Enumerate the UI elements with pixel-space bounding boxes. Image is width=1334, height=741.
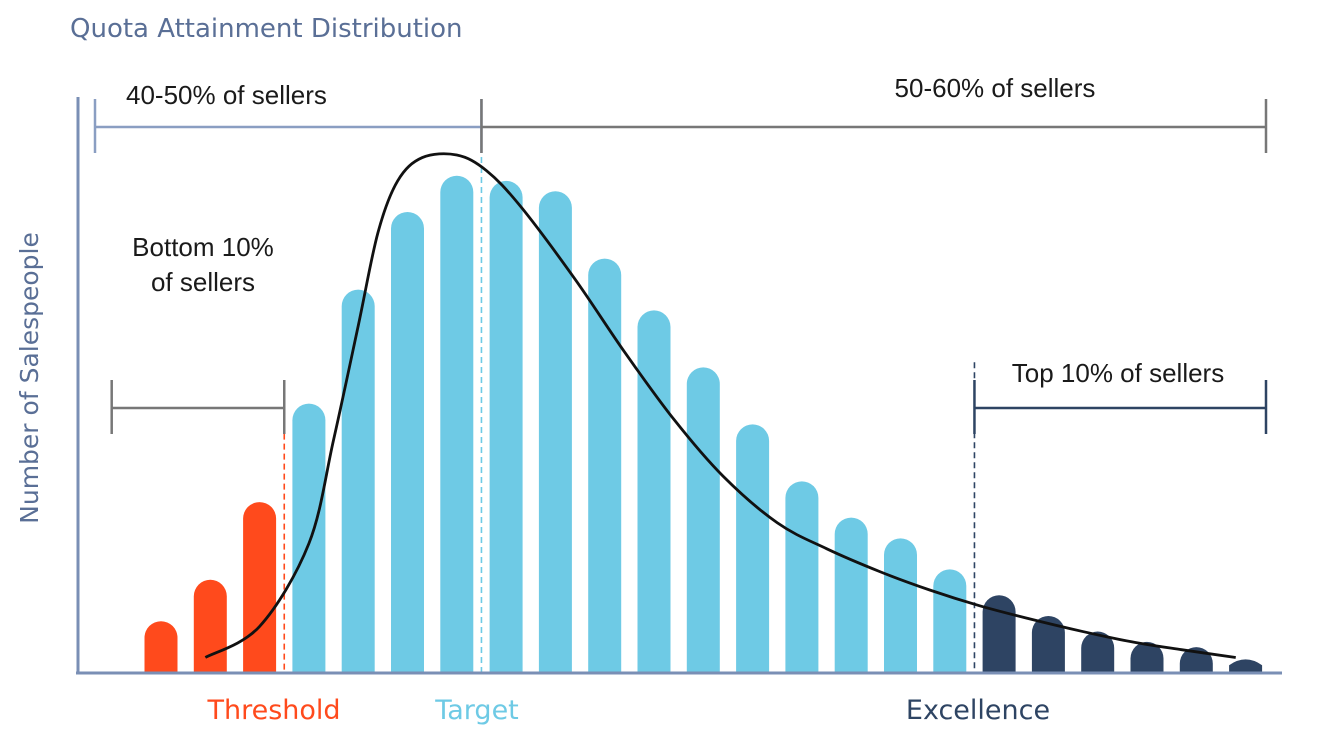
bar xyxy=(785,481,819,673)
bar xyxy=(292,403,326,673)
annotation-bracket xyxy=(480,99,1268,153)
bar xyxy=(1130,641,1164,673)
bar xyxy=(686,367,720,673)
annotation-brackets: 40-50% of sellers 50-60% of sellers Bottom… xyxy=(93,73,1268,434)
bar xyxy=(1229,659,1263,673)
bar xyxy=(834,517,868,673)
bar xyxy=(193,579,227,673)
label-threshold: Threshold xyxy=(206,695,340,726)
bar xyxy=(440,175,474,673)
bar xyxy=(489,180,523,673)
bar xyxy=(884,538,917,673)
annotation-label: of sellers xyxy=(151,267,255,297)
category-labels: Threshold Target Excellence xyxy=(206,695,1050,726)
bar xyxy=(1081,631,1115,673)
bar xyxy=(637,310,671,673)
bar xyxy=(144,621,178,673)
bar xyxy=(588,258,622,673)
bar xyxy=(391,211,424,674)
bar xyxy=(538,191,572,673)
annotation-bracket xyxy=(973,380,1268,434)
bar xyxy=(341,289,375,673)
chart-title: Quota Attainment Distribution xyxy=(70,14,463,44)
bar-series xyxy=(144,175,1263,674)
label-target: Target xyxy=(434,695,519,726)
annotation-bracket xyxy=(110,380,286,434)
y-axis-label: Number of Salespeople xyxy=(15,232,44,524)
bar xyxy=(736,424,770,673)
bar xyxy=(243,502,277,673)
annotation-label: Top 10% of sellers xyxy=(1012,358,1224,388)
marker-lines xyxy=(283,147,976,673)
bar xyxy=(1031,616,1065,673)
axes xyxy=(76,97,1282,675)
bar xyxy=(982,595,1016,673)
label-excellence: Excellence xyxy=(906,695,1050,726)
annotation-label: 40-50% of sellers xyxy=(126,80,327,110)
annotation-label: 50-60% of sellers xyxy=(895,73,1096,103)
distribution-curve xyxy=(204,152,1236,659)
bar xyxy=(933,569,967,673)
annotation-label: Bottom 10% xyxy=(132,232,274,262)
